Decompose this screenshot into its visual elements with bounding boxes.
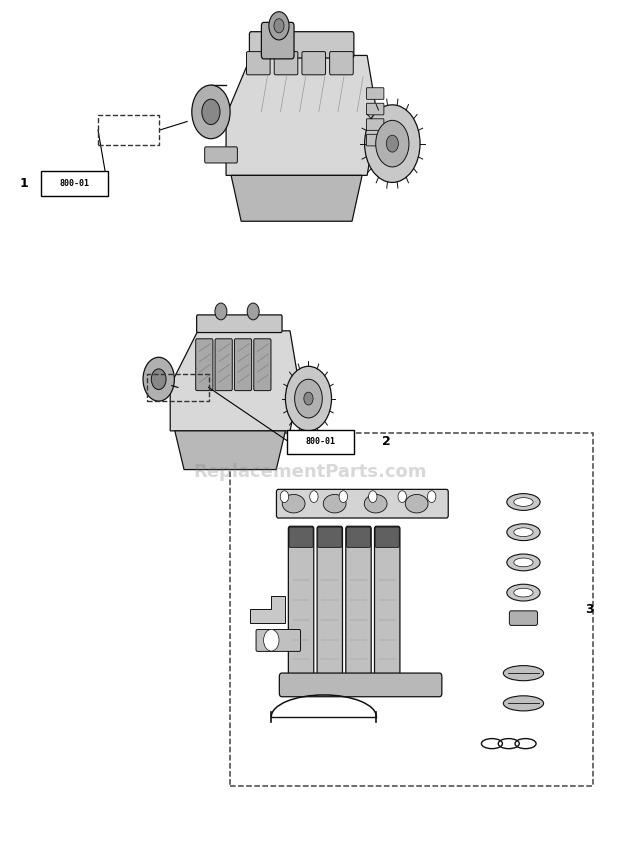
FancyBboxPatch shape xyxy=(366,119,384,131)
FancyBboxPatch shape xyxy=(262,23,294,59)
Circle shape xyxy=(386,135,399,152)
Bar xyxy=(98,115,159,145)
FancyBboxPatch shape xyxy=(205,147,237,163)
Polygon shape xyxy=(170,331,299,431)
Circle shape xyxy=(151,369,166,390)
Polygon shape xyxy=(226,55,377,176)
FancyBboxPatch shape xyxy=(302,52,326,74)
Ellipse shape xyxy=(507,585,540,601)
FancyBboxPatch shape xyxy=(249,32,354,58)
Circle shape xyxy=(368,491,377,502)
Circle shape xyxy=(202,100,220,125)
FancyBboxPatch shape xyxy=(374,527,400,679)
Text: 3: 3 xyxy=(585,603,594,616)
FancyBboxPatch shape xyxy=(317,527,342,679)
FancyBboxPatch shape xyxy=(274,52,298,74)
Circle shape xyxy=(309,491,318,502)
Circle shape xyxy=(247,303,259,320)
Circle shape xyxy=(376,120,409,167)
Ellipse shape xyxy=(514,558,533,566)
Polygon shape xyxy=(250,596,285,623)
Ellipse shape xyxy=(507,524,540,540)
FancyBboxPatch shape xyxy=(254,339,271,391)
FancyBboxPatch shape xyxy=(510,611,538,625)
Text: 2: 2 xyxy=(383,435,391,448)
FancyBboxPatch shape xyxy=(256,630,301,651)
Circle shape xyxy=(274,19,284,33)
FancyBboxPatch shape xyxy=(366,134,384,145)
Polygon shape xyxy=(175,431,285,469)
Polygon shape xyxy=(231,176,362,221)
Ellipse shape xyxy=(514,528,533,537)
Ellipse shape xyxy=(405,494,428,513)
FancyBboxPatch shape xyxy=(366,103,384,115)
FancyBboxPatch shape xyxy=(288,527,314,679)
FancyBboxPatch shape xyxy=(287,430,354,454)
Text: 1: 1 xyxy=(20,177,29,190)
FancyBboxPatch shape xyxy=(247,52,270,74)
Bar xyxy=(230,433,593,785)
Circle shape xyxy=(143,358,174,401)
FancyBboxPatch shape xyxy=(346,527,371,679)
FancyBboxPatch shape xyxy=(375,527,399,547)
FancyBboxPatch shape xyxy=(42,171,108,196)
Circle shape xyxy=(294,379,322,418)
FancyBboxPatch shape xyxy=(317,527,342,547)
Text: ReplacementParts.com: ReplacementParts.com xyxy=(193,462,427,481)
Circle shape xyxy=(192,85,230,139)
Circle shape xyxy=(339,491,348,502)
Ellipse shape xyxy=(507,554,540,571)
Circle shape xyxy=(427,491,436,502)
Ellipse shape xyxy=(503,695,544,711)
FancyBboxPatch shape xyxy=(215,339,232,391)
Circle shape xyxy=(215,303,227,320)
FancyBboxPatch shape xyxy=(280,673,442,697)
Ellipse shape xyxy=(514,588,533,597)
Bar xyxy=(147,373,208,401)
Text: 800-01: 800-01 xyxy=(306,437,336,446)
Circle shape xyxy=(365,105,420,183)
Text: 800-01: 800-01 xyxy=(60,179,90,188)
FancyBboxPatch shape xyxy=(277,489,448,518)
FancyBboxPatch shape xyxy=(289,527,313,547)
Circle shape xyxy=(264,630,279,651)
Circle shape xyxy=(398,491,407,502)
Ellipse shape xyxy=(282,494,305,513)
Ellipse shape xyxy=(514,498,533,507)
Circle shape xyxy=(280,491,289,502)
Ellipse shape xyxy=(503,666,544,681)
FancyBboxPatch shape xyxy=(197,315,282,333)
Ellipse shape xyxy=(365,494,387,513)
Circle shape xyxy=(285,366,332,431)
FancyBboxPatch shape xyxy=(330,52,353,74)
FancyBboxPatch shape xyxy=(366,87,384,100)
FancyBboxPatch shape xyxy=(196,339,213,391)
Ellipse shape xyxy=(507,494,540,510)
FancyBboxPatch shape xyxy=(234,339,252,391)
FancyBboxPatch shape xyxy=(347,527,371,547)
Circle shape xyxy=(269,12,289,40)
Ellipse shape xyxy=(323,494,346,513)
Circle shape xyxy=(304,392,313,405)
